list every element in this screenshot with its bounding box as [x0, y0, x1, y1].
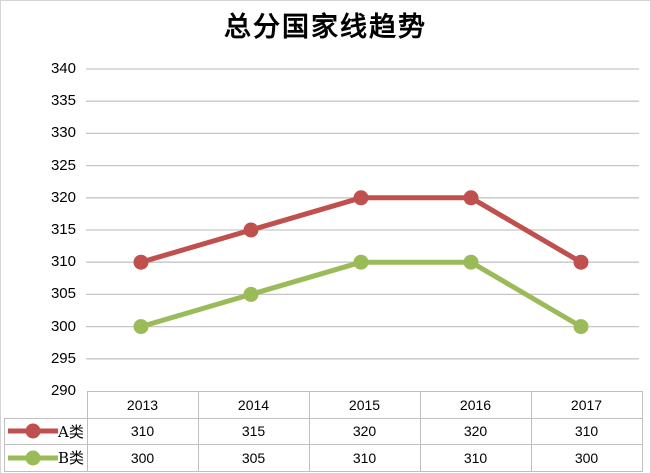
legend-label: A类	[58, 422, 84, 441]
table-row: B类 300 305 310 310 300	[4, 444, 643, 472]
data-point-marker	[243, 222, 259, 238]
data-point-marker	[353, 190, 369, 206]
data-point-marker	[133, 254, 149, 270]
y-axis-tick-label: 320	[50, 188, 76, 206]
legend-cell: B类	[4, 444, 88, 472]
y-axis-tick-label: 305	[50, 285, 76, 303]
data-point-marker	[463, 190, 479, 206]
value-cell: 310	[308, 444, 421, 472]
value-cell: 300	[530, 444, 643, 472]
y-axis-tick-label: 340	[50, 60, 76, 77]
series-marker-icon	[8, 423, 58, 439]
table-row: A类 310 315 320 320 310	[4, 417, 643, 445]
data-point-marker	[353, 254, 369, 270]
table-corner-cell	[5, 392, 88, 419]
series-marker-icon	[8, 450, 58, 466]
year-header-cell: 2016	[419, 391, 532, 419]
y-axis-tick-label: 295	[50, 349, 76, 367]
y-axis-tick-label: 330	[50, 124, 76, 142]
y-axis-tick-label: 335	[50, 92, 76, 110]
y-axis-tick-label: 315	[50, 221, 76, 238]
value-cell: 320	[308, 417, 421, 445]
data-point-marker	[573, 254, 589, 270]
year-header-cell: 2014	[197, 391, 310, 419]
y-axis-tick-label: 325	[50, 156, 76, 174]
year-header-cell: 2017	[530, 391, 643, 419]
value-cell: 305	[197, 444, 310, 472]
legend-label: B类	[58, 449, 85, 468]
data-table: 2013 2014 2015 2016 2017 A类 310 315 320 320 310 B类 3…	[4, 391, 643, 472]
year-header-cell: 2013	[86, 391, 199, 419]
value-cell: 310	[419, 444, 532, 472]
legend-cell: A类	[4, 417, 88, 445]
value-cell: 310	[86, 417, 199, 445]
value-cell: 310	[530, 417, 643, 445]
table-header-row: 2013 2014 2015 2016 2017	[5, 391, 643, 419]
value-cell: 320	[419, 417, 532, 445]
y-axis-tick-label: 290	[50, 382, 76, 399]
y-axis-tick-label: 300	[50, 317, 76, 335]
chart-title: 总分国家线趋势	[224, 12, 427, 43]
value-cell: 315	[197, 417, 310, 445]
year-header-cell: 2015	[308, 391, 421, 419]
data-point-marker	[573, 319, 589, 335]
data-point-marker	[463, 254, 479, 270]
y-axis-tick-label: 310	[50, 253, 76, 271]
data-point-marker	[133, 319, 149, 335]
data-point-marker	[243, 286, 259, 302]
value-cell: 300	[86, 444, 199, 472]
